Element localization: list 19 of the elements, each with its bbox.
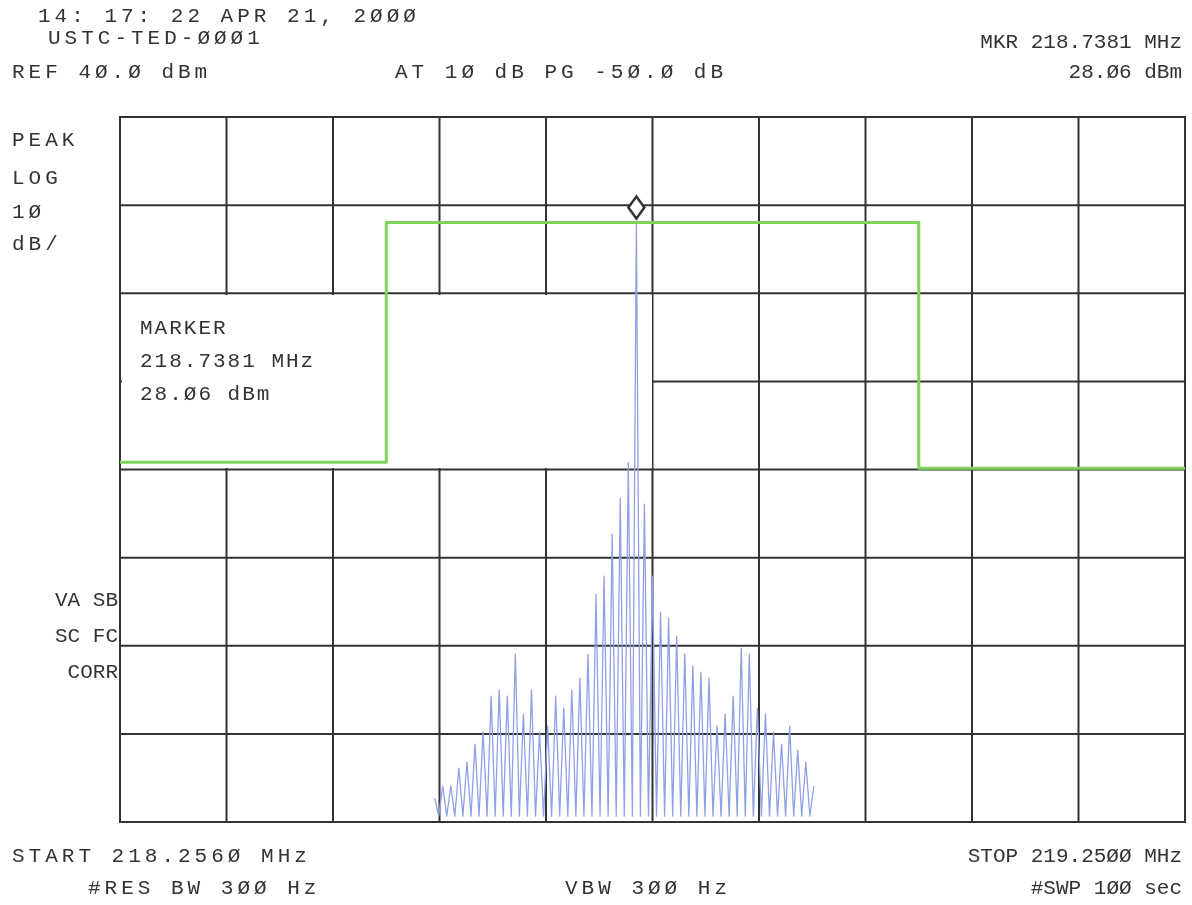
text: REF 4Ø.Ø dBm [12,61,212,84]
text: AT 1Ø dB PG -5Ø.Ø dB [395,61,728,84]
chart-subtitle: USTC-TED-ØØØ1 [48,27,264,50]
text: 1Ø [12,201,46,224]
text: MKR 218.7381 MHz [980,31,1182,54]
text: VBW 3ØØ Hz [565,877,732,900]
text: 28.Ø6 dBm [1068,61,1182,84]
text: CORR [67,661,119,684]
text: VA SB [54,589,118,612]
text: #SWP 1ØØ sec [1030,877,1182,900]
text: START 218.256Ø MHz [12,845,311,868]
text: LOG [12,167,62,190]
text: dB/ [12,233,62,256]
text: SC FC [54,625,118,648]
text: STOP 219.25ØØ MHz [967,845,1182,868]
text: #RES BW 3ØØ Hz [88,877,321,900]
text: PEAK [12,129,79,152]
annotation: MARKER 218.7381 MHz 28.Ø6 dBm [140,317,316,406]
chart-title: 14: 17: 22 APR 21, 2ØØØ [38,5,420,28]
